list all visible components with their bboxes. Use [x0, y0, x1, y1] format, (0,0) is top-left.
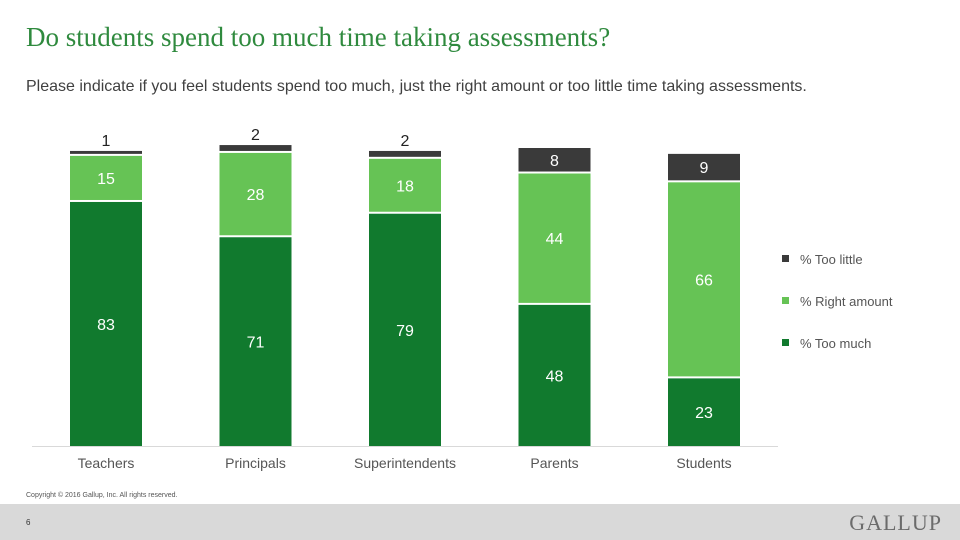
data-label-too-much-superintendents: 79 [396, 323, 414, 340]
data-label-too-little-superintendents: 2 [401, 133, 410, 150]
data-label-too-little-students: 9 [700, 160, 709, 177]
bar-too-much-students [668, 378, 740, 446]
bar-too-little-teachers [70, 150, 142, 154]
bar-too-much-parents [518, 304, 591, 446]
copyright-notice: Copyright © 2016 Gallup, Inc. All rights… [26, 492, 178, 499]
bar-too-little-principals [219, 145, 292, 151]
bar-right-amount-superintendents [369, 158, 441, 212]
bar-right-amount-principals [219, 152, 292, 236]
page-number: 6 [26, 518, 31, 527]
gallup-logo: GALLUP [849, 510, 942, 535]
bar-too-much-superintendents [369, 213, 441, 446]
data-label-too-little-parents: 8 [550, 153, 559, 170]
data-label-right-amount-teachers: 15 [97, 171, 115, 188]
legend-label-too-much: % Too much [800, 336, 872, 351]
data-label-too-little-principals: 2 [251, 127, 260, 144]
data-label-right-amount-superintendents: 18 [396, 178, 414, 195]
bar-right-amount-students [668, 182, 740, 377]
bar-right-amount-teachers [70, 155, 142, 200]
data-label-too-much-students: 23 [695, 405, 713, 422]
data-label-too-much-principals: 71 [247, 335, 265, 352]
bar-too-little-students [668, 153, 740, 181]
stacked-bar-chart: 83 15 1 Teachers 71 28 2 Principals 79 18 2 Superin… [32, 127, 778, 471]
data-label-too-little-teachers: 1 [102, 133, 111, 150]
x-tick-label-parents: Parents [530, 455, 578, 471]
data-label-right-amount-principals: 28 [247, 187, 265, 204]
bar-too-much-principals [219, 237, 292, 446]
slide-subtitle: Please indicate if you feel students spe… [26, 78, 807, 95]
x-tick-label-principals: Principals [225, 455, 286, 471]
x-tick-label-superintendents: Superintendents [354, 455, 456, 471]
legend-swatch-too-little [782, 255, 789, 262]
footer-bar: 6 GALLUP [0, 504, 960, 540]
data-label-too-much-teachers: 83 [97, 317, 115, 334]
data-label-right-amount-students: 66 [695, 272, 713, 289]
bar-right-amount-parents [518, 173, 591, 303]
bar-too-much-teachers [70, 201, 142, 446]
data-label-right-amount-parents: 44 [546, 231, 564, 248]
bar-too-little-superintendents [369, 150, 441, 157]
x-tick-label-students: Students [676, 455, 731, 471]
data-label-too-much-parents: 48 [546, 368, 564, 385]
bar-too-little-parents [518, 148, 591, 172]
x-tick-label-teachers: Teachers [78, 455, 135, 471]
slide-title: Do students spend too much time taking a… [26, 22, 611, 52]
legend-label-right-amount: % Right amount [800, 294, 893, 309]
legend-swatch-too-much [782, 339, 789, 346]
legend-label-too-little: % Too little [800, 252, 863, 267]
legend-swatch-right-amount [782, 297, 789, 304]
